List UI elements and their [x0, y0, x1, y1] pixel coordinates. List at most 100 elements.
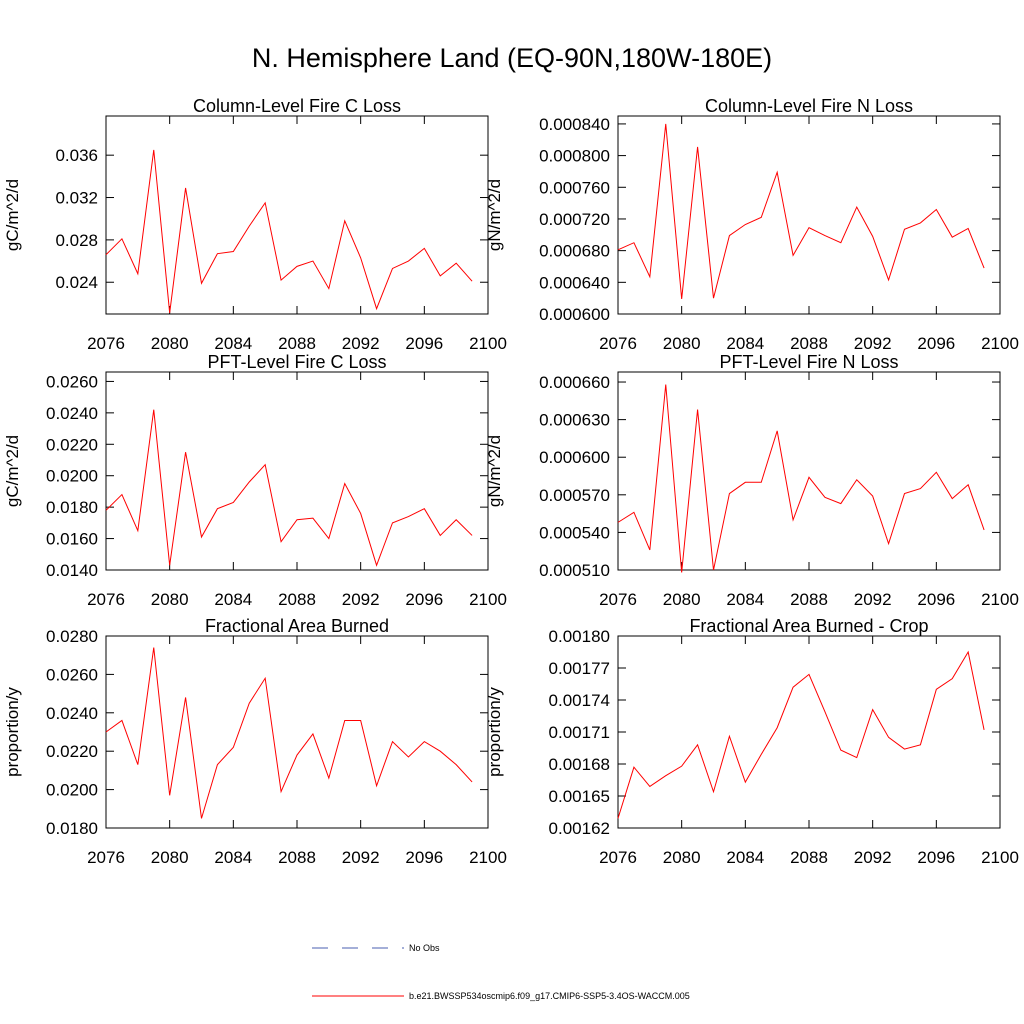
x-tick-label: 2084	[726, 334, 764, 353]
x-tick-label: 2088	[790, 590, 828, 609]
y-tick-label: 0.000720	[539, 210, 610, 229]
x-tick-label: 2096	[405, 848, 443, 867]
x-tick-label: 2096	[405, 334, 443, 353]
data-line	[105, 149, 473, 314]
panel-title: PFT-Level Fire N Loss	[719, 352, 898, 372]
plot-frame	[617, 115, 1001, 315]
y-tick-label: 0.0260	[46, 665, 98, 684]
data-line	[105, 409, 473, 567]
y-tick-label: 0.0220	[46, 435, 98, 454]
x-tick-label: 2076	[599, 848, 637, 867]
x-tick-label: 2076	[599, 334, 637, 353]
figure-title: N. Hemisphere Land (EQ-90N,180W-180E)	[252, 43, 772, 73]
y-tick-label: 0.000680	[539, 242, 610, 261]
y-tick-label: 0.024	[55, 273, 98, 292]
panel-title: Column-Level Fire C Loss	[193, 96, 401, 116]
data-line	[105, 647, 473, 819]
x-tick-label: 2100	[981, 334, 1019, 353]
panel-title: PFT-Level Fire C Loss	[207, 352, 386, 372]
legend-label: b.e21.BWSSP534oscmip6.f09_g17.CMIP6-SSP5…	[409, 991, 690, 1001]
x-tick-label: 2100	[981, 590, 1019, 609]
y-tick-label: 0.0260	[46, 372, 98, 391]
y-tick-label: 0.0180	[46, 819, 98, 838]
y-tick-label: 0.028	[55, 231, 98, 250]
x-tick-label: 2096	[917, 590, 955, 609]
x-tick-label: 2100	[469, 590, 507, 609]
y-tick-label: 0.0160	[46, 530, 98, 549]
x-tick-label: 2100	[469, 334, 507, 353]
y-tick-label: 0.00180	[549, 627, 610, 646]
y-axis-label: proportion/y	[485, 687, 504, 777]
y-tick-label: 0.0200	[46, 781, 98, 800]
x-tick-label: 2088	[278, 848, 316, 867]
x-tick-label: 2080	[151, 590, 189, 609]
x-tick-label: 2088	[278, 590, 316, 609]
data-line	[617, 650, 985, 819]
y-tick-label: 0.000630	[539, 411, 610, 430]
y-tick-label: 0.036	[55, 146, 98, 165]
x-tick-label: 2076	[87, 334, 125, 353]
x-tick-label: 2080	[151, 334, 189, 353]
x-tick-label: 2088	[790, 334, 828, 353]
y-tick-label: 0.000800	[539, 147, 610, 166]
data-line	[617, 384, 985, 573]
y-tick-label: 0.032	[55, 189, 98, 208]
y-tick-label: 0.0240	[46, 704, 98, 723]
y-tick-label: 0.0140	[46, 561, 98, 580]
x-tick-label: 2096	[917, 334, 955, 353]
x-tick-label: 2076	[599, 590, 637, 609]
x-tick-label: 2084	[726, 590, 764, 609]
panel-title: Fractional Area Burned	[205, 616, 389, 636]
x-tick-label: 2084	[214, 334, 252, 353]
y-axis-label: proportion/y	[3, 687, 22, 777]
x-tick-label: 2084	[214, 590, 252, 609]
y-tick-label: 0.000600	[539, 305, 610, 324]
panel-title: Fractional Area Burned - Crop	[689, 616, 928, 636]
x-tick-label: 2100	[469, 848, 507, 867]
y-tick-label: 0.0220	[46, 742, 98, 761]
y-tick-label: 0.000570	[539, 486, 610, 505]
x-tick-label: 2092	[342, 590, 380, 609]
x-tick-label: 2096	[405, 590, 443, 609]
y-tick-label: 0.000510	[539, 561, 610, 580]
x-tick-label: 2076	[87, 590, 125, 609]
x-tick-label: 2092	[854, 848, 892, 867]
x-tick-label: 2080	[663, 590, 701, 609]
y-axis-label: gN/m^2/d	[485, 179, 504, 251]
y-tick-label: 0.0200	[46, 467, 98, 486]
y-tick-label: 0.000640	[539, 273, 610, 292]
x-tick-label: 2080	[151, 848, 189, 867]
y-tick-label: 0.000760	[539, 178, 610, 197]
y-axis-label: gC/m^2/d	[3, 179, 22, 251]
y-tick-label: 0.00177	[549, 659, 610, 678]
plot-frame	[617, 371, 1001, 571]
y-tick-label: 0.000600	[539, 448, 610, 467]
y-tick-label: 0.00168	[549, 755, 610, 774]
x-tick-label: 2092	[342, 848, 380, 867]
y-axis-label: gC/m^2/d	[3, 435, 22, 507]
plot-frame	[617, 635, 1001, 829]
x-tick-label: 2080	[663, 848, 701, 867]
x-tick-label: 2092	[342, 334, 380, 353]
x-tick-label: 2088	[278, 334, 316, 353]
legend-label: No Obs	[409, 943, 440, 953]
x-tick-label: 2092	[854, 334, 892, 353]
plot-frame	[105, 371, 489, 571]
y-axis-label: gN/m^2/d	[485, 435, 504, 507]
x-tick-label: 2080	[663, 334, 701, 353]
y-tick-label: 0.000660	[539, 373, 610, 392]
panel-title: Column-Level Fire N Loss	[705, 96, 913, 116]
plot-frame	[105, 115, 489, 315]
y-tick-label: 0.0180	[46, 498, 98, 517]
data-line	[617, 123, 985, 300]
x-tick-label: 2092	[854, 590, 892, 609]
x-tick-label: 2096	[917, 848, 955, 867]
y-tick-label: 0.000540	[539, 523, 610, 542]
y-tick-label: 0.0280	[46, 627, 98, 646]
x-tick-label: 2100	[981, 848, 1019, 867]
y-tick-label: 0.00165	[549, 787, 610, 806]
y-tick-label: 0.000840	[539, 115, 610, 134]
y-tick-label: 0.00171	[549, 723, 610, 742]
